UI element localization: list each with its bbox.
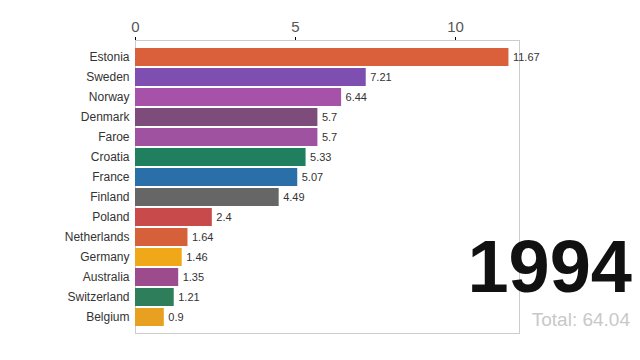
svg-text:0: 0	[131, 18, 139, 35]
svg-text:Netherlands: Netherlands	[65, 230, 130, 244]
svg-text:0.9: 0.9	[168, 311, 183, 323]
svg-text:7.21: 7.21	[370, 71, 391, 83]
svg-text:1.64: 1.64	[192, 231, 213, 243]
svg-text:6.44: 6.44	[346, 91, 367, 103]
svg-text:1.21: 1.21	[178, 291, 199, 303]
svg-text:Belgium: Belgium	[86, 310, 129, 324]
svg-text:5.07: 5.07	[302, 171, 323, 183]
svg-text:10: 10	[447, 18, 464, 35]
svg-text:Croatia: Croatia	[91, 150, 130, 164]
svg-text:France: France	[92, 170, 130, 184]
svg-text:5.7: 5.7	[322, 111, 337, 123]
svg-text:5.7: 5.7	[322, 131, 337, 143]
svg-text:1.35: 1.35	[183, 271, 204, 283]
svg-text:Faroe: Faroe	[98, 130, 130, 144]
html-text:Total: 64.04: Total: 64.04	[531, 309, 630, 330]
html-text:1994: 1994	[467, 225, 632, 308]
svg-text:2.4: 2.4	[216, 211, 231, 223]
svg-text:Estonia: Estonia	[89, 50, 129, 64]
svg-text:Australia: Australia	[83, 270, 130, 284]
svg-text:Switzerland: Switzerland	[67, 290, 129, 304]
svg-text:11.67: 11.67	[513, 51, 540, 63]
svg-text:Finland: Finland	[90, 190, 129, 204]
svg-text:Denmark: Denmark	[81, 110, 131, 124]
svg-text:Norway: Norway	[89, 90, 130, 104]
svg-text:4.49: 4.49	[283, 191, 304, 203]
svg-text:1.46: 1.46	[186, 251, 207, 263]
svg-text:Germany: Germany	[80, 250, 129, 264]
svg-text:Sweden: Sweden	[86, 70, 129, 84]
svg-text:Poland: Poland	[92, 210, 129, 224]
svg-text:5: 5	[291, 18, 299, 35]
svg-text:5.33: 5.33	[310, 151, 331, 163]
